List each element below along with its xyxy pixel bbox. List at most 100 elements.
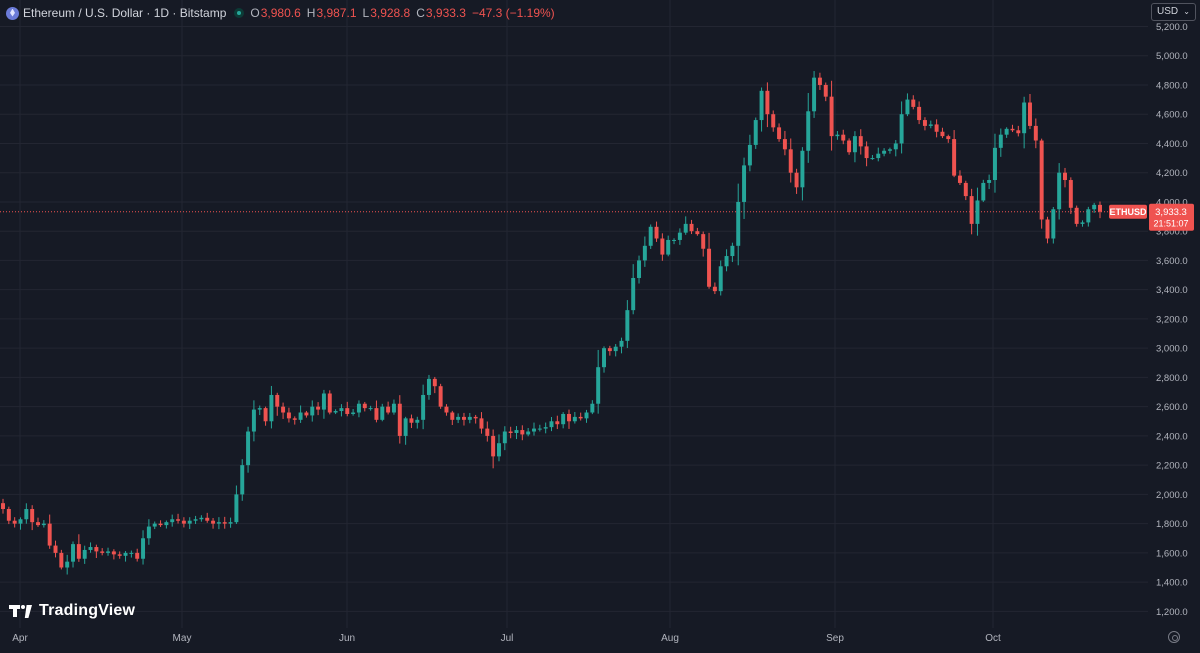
- candle[interactable]: [281, 402, 286, 419]
- candle[interactable]: [152, 521, 157, 530]
- candle[interactable]: [310, 400, 315, 422]
- candle[interactable]: [345, 401, 350, 417]
- candle[interactable]: [946, 134, 951, 143]
- candle[interactable]: [812, 71, 817, 118]
- candle[interactable]: [981, 179, 986, 202]
- candle[interactable]: [18, 517, 23, 530]
- candle[interactable]: [998, 128, 1003, 157]
- candle[interactable]: [491, 429, 496, 469]
- candle[interactable]: [316, 402, 321, 416]
- candle[interactable]: [450, 410, 455, 426]
- candle[interactable]: [917, 101, 922, 125]
- candle[interactable]: [602, 346, 606, 373]
- candle[interactable]: [753, 117, 758, 149]
- candle[interactable]: [456, 413, 461, 424]
- candle[interactable]: [794, 168, 799, 194]
- candle[interactable]: [911, 95, 916, 110]
- candle[interactable]: [100, 548, 105, 556]
- candle[interactable]: [1022, 96, 1027, 149]
- candle[interactable]: [660, 233, 665, 261]
- candle[interactable]: [969, 188, 974, 235]
- candle[interactable]: [321, 389, 326, 419]
- candle[interactable]: [1098, 201, 1102, 219]
- candle[interactable]: [922, 117, 927, 131]
- candle[interactable]: [701, 231, 706, 257]
- candle[interactable]: [6, 506, 11, 525]
- candle[interactable]: [502, 426, 507, 451]
- candle[interactable]: [181, 517, 186, 528]
- candle[interactable]: [514, 426, 519, 440]
- candle[interactable]: [625, 300, 630, 349]
- candle[interactable]: [526, 427, 531, 437]
- candle[interactable]: [654, 221, 659, 242]
- candle[interactable]: [421, 384, 426, 430]
- candle[interactable]: [146, 519, 151, 545]
- candle[interactable]: [759, 87, 764, 132]
- candle[interactable]: [567, 409, 571, 429]
- candle[interactable]: [327, 390, 332, 415]
- candle[interactable]: [199, 515, 204, 522]
- candle[interactable]: [648, 224, 653, 249]
- candle[interactable]: [992, 133, 997, 193]
- candle[interactable]: [141, 530, 146, 565]
- candle[interactable]: [391, 399, 396, 415]
- candle[interactable]: [386, 401, 391, 415]
- candle[interactable]: [777, 123, 782, 142]
- candle[interactable]: [847, 138, 852, 155]
- candle[interactable]: [712, 282, 717, 295]
- candle[interactable]: [251, 400, 256, 442]
- candle[interactable]: [356, 400, 361, 418]
- candle[interactable]: [1039, 138, 1044, 229]
- candle[interactable]: [1092, 202, 1097, 213]
- candle[interactable]: [520, 425, 525, 441]
- candle[interactable]: [368, 405, 373, 411]
- candle[interactable]: [234, 485, 239, 524]
- candle[interactable]: [12, 517, 17, 528]
- symbol-title[interactable]: Ethereum / U.S. Dollar · 1D · Bitstamp: [23, 6, 227, 20]
- candle[interactable]: [987, 174, 992, 190]
- candle[interactable]: [403, 416, 408, 445]
- candle[interactable]: [216, 517, 221, 530]
- candle[interactable]: [642, 236, 647, 267]
- candle[interactable]: [672, 238, 677, 245]
- candle[interactable]: [88, 542, 93, 553]
- candle[interactable]: [543, 422, 548, 434]
- candle[interactable]: [193, 515, 198, 525]
- candle[interactable]: [94, 544, 99, 559]
- candle[interactable]: [870, 155, 875, 160]
- candle[interactable]: [187, 517, 192, 530]
- candle[interactable]: [613, 344, 618, 357]
- candle[interactable]: [497, 434, 501, 462]
- candle[interactable]: [957, 170, 962, 186]
- candle[interactable]: [724, 249, 729, 272]
- candle[interactable]: [333, 409, 338, 415]
- candle[interactable]: [351, 408, 356, 416]
- candle[interactable]: [905, 93, 910, 117]
- candle[interactable]: [117, 551, 122, 559]
- candle[interactable]: [82, 545, 87, 564]
- candle[interactable]: [899, 101, 904, 154]
- candle[interactable]: [619, 337, 624, 354]
- candle[interactable]: [257, 405, 262, 416]
- candle[interactable]: [409, 414, 414, 429]
- candle[interactable]: [683, 216, 688, 235]
- candle[interactable]: [864, 141, 869, 167]
- candle[interactable]: [1027, 93, 1032, 130]
- candle[interactable]: [742, 157, 747, 219]
- candle[interactable]: [934, 119, 939, 138]
- candle[interactable]: [747, 134, 752, 172]
- candle[interactable]: [590, 400, 595, 415]
- candle[interactable]: [835, 131, 840, 140]
- candle[interactable]: [36, 517, 40, 527]
- candle[interactable]: [578, 412, 583, 421]
- candle[interactable]: [362, 401, 367, 412]
- chart-settings-icon[interactable]: [1168, 631, 1180, 643]
- candle[interactable]: [736, 183, 741, 266]
- candle[interactable]: [176, 513, 181, 524]
- candle[interactable]: [485, 421, 490, 442]
- candle[interactable]: [689, 219, 694, 235]
- candle[interactable]: [1051, 207, 1056, 244]
- candle[interactable]: [666, 235, 671, 257]
